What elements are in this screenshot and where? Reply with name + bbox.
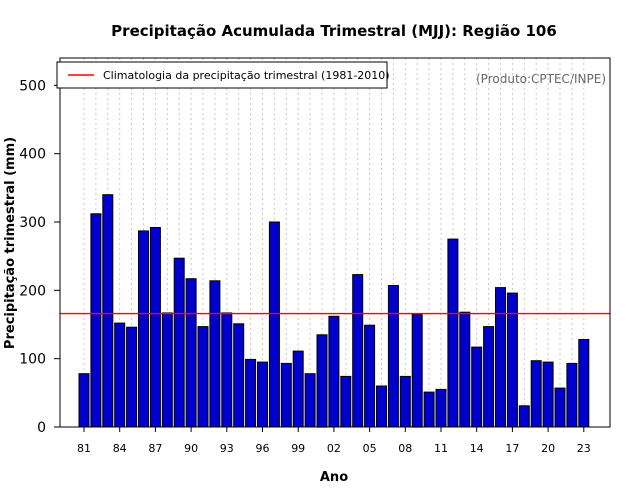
x-tick-label: 90: [184, 442, 198, 455]
x-tick-label: 08: [398, 442, 412, 455]
x-tick-label: 99: [291, 442, 305, 455]
bar-2011: [435, 388, 447, 428]
bar-1999: [292, 350, 304, 428]
bar-1983: [102, 194, 114, 428]
legend: Climatologia da precipitação trimestral …: [56, 61, 390, 89]
bar-2000: [304, 373, 316, 428]
y-axis-label: Precipitação trimestral (mm): [3, 137, 18, 349]
bar-1995: [245, 358, 257, 428]
bar-2003: [340, 375, 352, 428]
bar-1991: [197, 326, 209, 428]
plot-frame: [59, 57, 611, 428]
bar-1994: [233, 323, 245, 428]
x-tick-label: 84: [113, 442, 127, 455]
axes: 0 100 200 300 400 500 81 84 87 90 93 96 99 02 05 08 11 14…: [19, 57, 611, 455]
bar-2001: [316, 334, 328, 428]
bar-2020: [542, 361, 554, 428]
x-tick-label: 96: [256, 442, 270, 455]
bar-series: [78, 194, 590, 428]
x-tick-label: 17: [505, 442, 519, 455]
x-tick-label: 14: [470, 442, 484, 455]
bar-2004: [352, 274, 364, 428]
x-tick-label: 93: [220, 442, 234, 455]
bar-2007: [387, 285, 399, 428]
bar-1988: [161, 312, 173, 428]
bar-2008: [399, 375, 411, 428]
bar-1987: [149, 227, 161, 428]
bar-2002: [328, 315, 340, 428]
x-tick-label: 02: [327, 442, 341, 455]
bar-2005: [364, 324, 376, 428]
bar-1981: [78, 373, 90, 428]
legend-box: [56, 61, 388, 89]
bar-1986: [138, 230, 149, 428]
bar-2009: [411, 313, 423, 428]
y-tick-label: 200: [19, 283, 46, 299]
x-tick-label: 23: [577, 442, 591, 455]
bar-2015: [483, 326, 495, 428]
y-tick-label: 400: [19, 147, 46, 163]
bar-1982: [90, 213, 102, 428]
bar-2019: [530, 360, 542, 428]
bar-2010: [423, 391, 435, 428]
bar-2013: [459, 311, 471, 428]
bar-2023: [578, 339, 590, 428]
bar-1990: [185, 278, 197, 428]
chart-title: Precipitação Acumulada Trimestral (MJJ):…: [111, 22, 557, 40]
y-tick-label: 500: [19, 78, 46, 94]
bar-1992: [209, 280, 221, 428]
y-tick-label: 100: [19, 352, 46, 368]
bar-2014: [471, 346, 483, 428]
bar-2022: [566, 362, 578, 428]
x-tick-label: 87: [148, 442, 162, 455]
bar-1996: [257, 361, 268, 428]
x-tick-label: 20: [541, 442, 555, 455]
bar-1984: [114, 322, 126, 428]
grid-lines: [83, 58, 585, 427]
bar-2021: [554, 387, 566, 428]
bar-1985: [126, 326, 138, 428]
x-axis-label: Ano: [320, 470, 348, 485]
product-credit: (Produto:CPTEC/INPE): [476, 72, 606, 86]
y-tick-label: 300: [19, 215, 46, 231]
x-tick-label: 05: [363, 442, 377, 455]
x-tick-label: 81: [77, 442, 91, 455]
bar-1998: [280, 362, 292, 428]
bar-2006: [376, 385, 387, 428]
y-tick-label: 0: [37, 420, 46, 436]
bar-2012: [447, 238, 459, 428]
bar-1993: [221, 312, 233, 428]
bar-2018: [518, 405, 530, 428]
bar-1989: [173, 257, 185, 428]
bar-2016: [495, 287, 506, 428]
x-tick-label: 11: [434, 442, 448, 455]
legend-label: Climatologia da precipitação trimestral …: [103, 69, 390, 82]
bar-1997: [268, 221, 280, 428]
